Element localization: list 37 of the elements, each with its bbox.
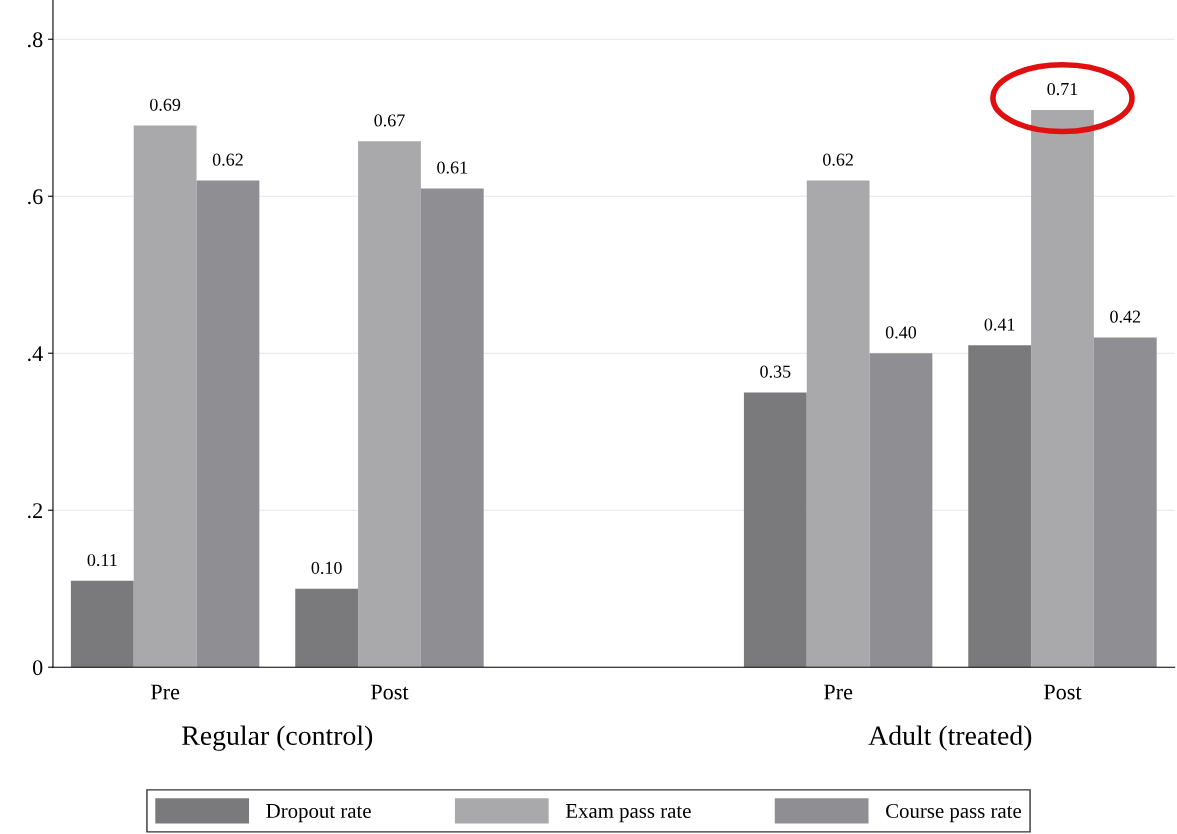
bar — [806, 180, 870, 668]
data-label: 0.35 — [760, 365, 791, 378]
bar — [133, 125, 197, 668]
x-tick-label: Pre — [150, 684, 180, 700]
data-label: 0.61 — [437, 161, 467, 174]
text: Adult (treated) — [868, 725, 1032, 751]
y-tick-label: 0 — [32, 660, 43, 676]
data-label: 0.42 — [1110, 310, 1141, 323]
data-label: 0.10 — [311, 561, 342, 575]
data-label: 0.62 — [212, 153, 243, 166]
y-tick-label: .4 — [28, 346, 43, 362]
bar — [743, 392, 807, 668]
legend-label: Dropout rate — [266, 804, 371, 823]
data-label: 0.67 — [374, 114, 405, 127]
bar — [1093, 337, 1157, 668]
y-tick-label: .8 — [28, 32, 43, 48]
bar — [420, 188, 484, 668]
legend-label: Course pass rate — [886, 803, 1021, 823]
bar — [70, 580, 134, 668]
x-tick-label: Post — [370, 684, 409, 700]
data-label: 0.11 — [87, 553, 117, 567]
y-tick-label: .6 — [28, 189, 43, 205]
bar — [196, 180, 260, 668]
bar — [295, 588, 359, 668]
bar — [968, 345, 1032, 668]
data-label: 0.71 — [1047, 82, 1078, 96]
x-tick-label: Pre — [823, 684, 853, 700]
data-label: 0.69 — [150, 98, 181, 111]
legend-label: Exam pass rate — [565, 804, 691, 823]
data-label: 0.41 — [984, 318, 1015, 331]
y-tick-label: .2 — [28, 503, 43, 519]
x-tick-label: Post — [1043, 684, 1082, 700]
text: Regular (control) — [182, 725, 373, 751]
bar — [358, 141, 421, 668]
data-label: 0.40 — [885, 326, 917, 339]
data-label: 0.62 — [823, 153, 853, 166]
bar — [869, 353, 933, 668]
